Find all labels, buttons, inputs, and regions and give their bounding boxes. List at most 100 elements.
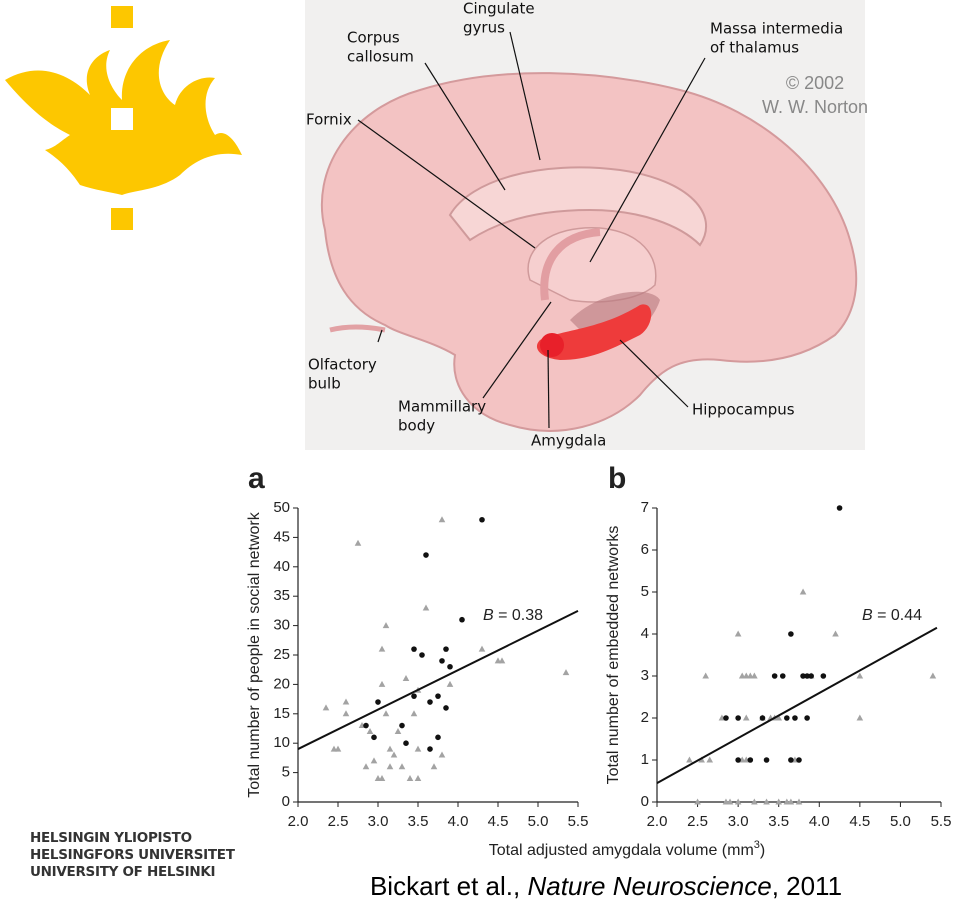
y-tick-label: 0: [282, 793, 290, 810]
point: [414, 745, 422, 752]
point: [386, 763, 394, 770]
diagram-label: Corpus: [347, 29, 400, 47]
point: [788, 757, 794, 763]
citation-text: , 2011: [772, 871, 842, 901]
y-tick-label: 50: [273, 499, 290, 516]
x-tick-label: 4.0: [448, 813, 469, 830]
point: [800, 673, 806, 679]
y-tick-label: 15: [273, 705, 290, 722]
x-tick-label: 2.5: [687, 813, 708, 830]
point: [747, 757, 754, 763]
diagram-label: gyrus: [463, 19, 505, 37]
point: [366, 727, 374, 734]
point: [759, 715, 766, 721]
point: [734, 798, 742, 805]
point: [498, 657, 506, 664]
annotation: B = 0.38: [483, 607, 543, 624]
point: [856, 672, 864, 679]
point: [403, 740, 409, 746]
point: [430, 763, 438, 770]
point: [735, 715, 741, 721]
y-tick-label: 45: [273, 528, 290, 545]
y-tick-label: 5: [641, 583, 649, 600]
point: [406, 774, 414, 781]
point: [787, 798, 795, 805]
university-name: HELSINGFORS UNIVERSITET: [30, 847, 236, 863]
x-tick-label: 2.0: [647, 813, 668, 830]
university-name: UNIVERSITY OF HELSINKI: [30, 864, 215, 880]
point: [735, 757, 741, 763]
diagram-label: body: [398, 417, 435, 435]
point: [820, 673, 827, 679]
copyright: © 2002: [786, 73, 844, 93]
x-tick-label: 3.0: [368, 813, 389, 830]
point: [399, 722, 405, 729]
point: [734, 630, 742, 637]
y-tick-label: 4: [641, 625, 649, 642]
point: [435, 734, 441, 741]
point: [382, 622, 390, 629]
annotation-text: = 0.38: [494, 607, 543, 624]
point: [382, 710, 390, 717]
point: [398, 763, 406, 770]
annotation-symbol: B: [862, 607, 873, 624]
x-tick-label: 4.0: [809, 813, 830, 830]
point: [411, 693, 417, 699]
point: [788, 631, 794, 637]
point: [402, 675, 410, 682]
point: [479, 516, 485, 523]
point: [435, 693, 441, 699]
university-name: HELSINGIN YLIOPISTO: [30, 830, 192, 846]
point: [443, 646, 449, 652]
point: [427, 699, 433, 705]
point: [836, 505, 843, 511]
point: [686, 756, 693, 763]
point: [799, 588, 807, 595]
point: [856, 714, 864, 721]
point: [342, 698, 350, 705]
point: [771, 673, 778, 679]
point: [378, 645, 386, 652]
diagram-label: Mammillary: [398, 398, 486, 416]
point: [411, 646, 417, 652]
point: [795, 798, 803, 805]
y-axis-label: Total number of embedded networks: [605, 526, 622, 785]
x-tick-label: 2.5: [328, 813, 349, 830]
point: [784, 715, 790, 721]
point: [796, 757, 802, 763]
diagram-label: Hippocampus: [692, 401, 795, 419]
point: [698, 756, 705, 763]
citation-journal: Nature Neuroscience: [527, 871, 771, 901]
x-axis-label-text: Total adjusted amygdala volume (mm: [489, 842, 754, 859]
point: [443, 705, 449, 711]
y-tick-label: 25: [273, 646, 290, 663]
point: [362, 763, 370, 770]
point: [478, 645, 486, 652]
point: [423, 552, 429, 558]
y-tick-label: 1: [641, 751, 649, 768]
x-axis-label-sup: 3: [754, 839, 760, 851]
y-tick-label: 40: [273, 558, 290, 575]
point: [726, 798, 734, 805]
point: [702, 672, 709, 679]
point: [414, 774, 422, 781]
point: [410, 710, 418, 717]
y-axis-label: Total number of people in social network: [246, 511, 263, 797]
point: [775, 714, 783, 721]
point: [763, 798, 770, 805]
x-tick-label: 5.5: [568, 813, 589, 830]
y-tick-label: 5: [282, 764, 290, 781]
x-tick-label: 3.0: [728, 813, 749, 830]
point: [562, 669, 570, 676]
point: [342, 710, 350, 717]
point: [378, 680, 386, 687]
y-tick-label: 2: [641, 709, 649, 726]
logo: [5, 6, 242, 230]
point: [334, 745, 342, 752]
point: [751, 798, 758, 805]
point: [438, 516, 446, 523]
point: [832, 630, 839, 637]
point: [723, 715, 729, 721]
annotation: B = 0.44: [862, 607, 922, 624]
